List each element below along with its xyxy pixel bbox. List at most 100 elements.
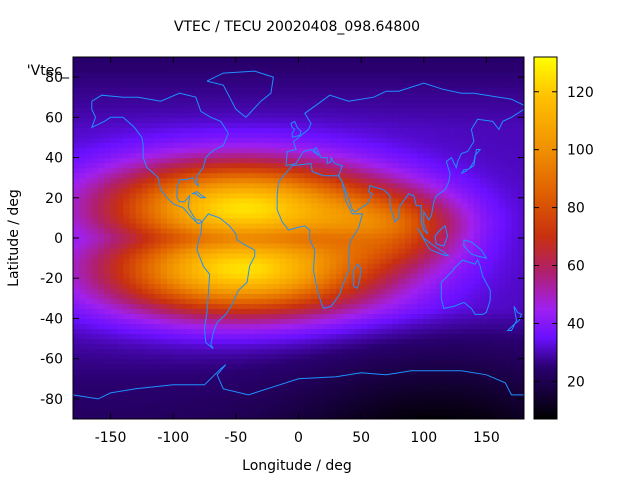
heatmap-cell bbox=[430, 212, 437, 219]
heatmap-cell bbox=[98, 363, 105, 370]
heatmap-cell bbox=[135, 192, 143, 199]
heatmap-cell bbox=[417, 132, 425, 139]
heatmap-cell bbox=[379, 353, 387, 360]
heatmap-cell bbox=[292, 413, 300, 419]
heatmap-cell bbox=[379, 222, 387, 229]
heatmap-cell bbox=[235, 192, 243, 199]
heatmap-cell bbox=[85, 408, 93, 415]
heatmap-cell bbox=[467, 177, 475, 184]
heatmap-cell bbox=[367, 268, 375, 274]
heatmap-cell bbox=[73, 152, 80, 159]
heatmap-cell bbox=[267, 313, 275, 320]
heatmap-cell bbox=[498, 313, 506, 320]
heatmap-cell bbox=[148, 408, 156, 415]
heatmap-cell bbox=[436, 268, 444, 274]
heatmap-cell bbox=[423, 263, 431, 269]
heatmap-cell bbox=[273, 187, 281, 194]
heatmap-cell bbox=[342, 192, 350, 199]
heatmap-cell bbox=[473, 122, 481, 128]
heatmap-cell bbox=[141, 303, 149, 309]
heatmap-cell bbox=[354, 187, 362, 194]
heatmap-cell bbox=[116, 283, 124, 289]
heatmap-cell bbox=[273, 373, 281, 380]
heatmap-cell bbox=[173, 227, 181, 234]
heatmap-cell bbox=[267, 298, 275, 304]
heatmap-cell bbox=[423, 57, 431, 63]
heatmap-cell bbox=[354, 167, 362, 174]
heatmap-cell bbox=[354, 353, 362, 360]
heatmap-cell bbox=[379, 192, 387, 199]
heatmap-cell bbox=[210, 288, 218, 294]
heatmap-cell bbox=[392, 403, 400, 410]
heatmap-cell bbox=[148, 373, 156, 380]
heatmap-cell bbox=[498, 353, 506, 360]
heatmap-cell bbox=[267, 62, 275, 68]
heatmap-cell bbox=[473, 288, 481, 294]
heatmap-cell bbox=[436, 212, 444, 219]
heatmap-cell bbox=[260, 378, 268, 385]
heatmap-cell bbox=[192, 212, 199, 219]
heatmap-cell bbox=[480, 303, 488, 309]
heatmap-cell bbox=[254, 167, 262, 174]
heatmap-cell bbox=[392, 127, 400, 134]
heatmap-cell bbox=[273, 212, 281, 219]
heatmap-cell bbox=[354, 288, 362, 294]
heatmap-cell bbox=[311, 67, 318, 73]
heatmap-cell bbox=[430, 112, 437, 118]
heatmap-cell bbox=[129, 172, 137, 179]
heatmap-cell bbox=[198, 333, 206, 340]
heatmap-cell bbox=[361, 288, 368, 294]
heatmap-cell bbox=[448, 278, 456, 284]
heatmap-cell bbox=[367, 132, 375, 139]
heatmap-cell bbox=[298, 298, 306, 304]
heatmap-cell bbox=[430, 263, 437, 269]
heatmap-cell bbox=[317, 358, 325, 365]
heatmap-cell bbox=[229, 403, 237, 410]
heatmap-cell bbox=[204, 363, 212, 370]
heatmap-cell bbox=[292, 298, 300, 304]
heatmap-cell bbox=[123, 353, 130, 360]
heatmap-cell bbox=[342, 343, 350, 350]
heatmap-cell bbox=[141, 102, 149, 108]
heatmap-cell bbox=[467, 57, 475, 63]
heatmap-cell bbox=[273, 117, 281, 123]
heatmap-cell bbox=[166, 313, 174, 320]
heatmap-cell bbox=[110, 243, 118, 249]
heatmap-cell bbox=[442, 62, 450, 68]
heatmap-cell bbox=[91, 343, 99, 350]
heatmap-cell bbox=[423, 82, 431, 88]
heatmap-cell bbox=[166, 408, 174, 415]
heatmap-cell bbox=[285, 197, 293, 204]
heatmap-cell bbox=[298, 162, 306, 169]
heatmap-cell bbox=[135, 363, 143, 370]
heatmap-cell bbox=[455, 238, 462, 244]
heatmap-cell bbox=[386, 293, 394, 299]
heatmap-cell bbox=[135, 147, 143, 154]
heatmap-cell bbox=[436, 408, 444, 415]
heatmap-cell bbox=[367, 232, 375, 239]
heatmap-cell bbox=[461, 283, 469, 289]
heatmap-cell bbox=[98, 62, 105, 68]
heatmap-cell bbox=[204, 57, 212, 63]
heatmap-cell bbox=[498, 298, 506, 304]
heatmap-cell bbox=[173, 217, 181, 224]
heatmap-cell bbox=[267, 243, 275, 249]
heatmap-cell bbox=[336, 288, 343, 294]
heatmap-cell bbox=[486, 238, 494, 244]
heatmap-cell bbox=[342, 338, 350, 345]
heatmap-cell bbox=[166, 227, 174, 234]
heatmap-cell bbox=[448, 62, 456, 68]
heatmap-cell bbox=[348, 142, 356, 149]
heatmap-cell bbox=[430, 398, 437, 405]
heatmap-cell bbox=[110, 393, 118, 400]
heatmap-cell bbox=[273, 248, 281, 254]
heatmap-cell bbox=[192, 102, 199, 108]
heatmap-cell bbox=[198, 107, 206, 113]
heatmap-cell bbox=[123, 278, 130, 284]
heatmap-cell bbox=[79, 122, 87, 128]
heatmap-cell bbox=[260, 122, 268, 128]
heatmap-cell bbox=[223, 182, 231, 189]
heatmap-cell bbox=[442, 413, 450, 419]
heatmap-cell bbox=[348, 167, 356, 174]
heatmap-cell bbox=[104, 152, 112, 159]
